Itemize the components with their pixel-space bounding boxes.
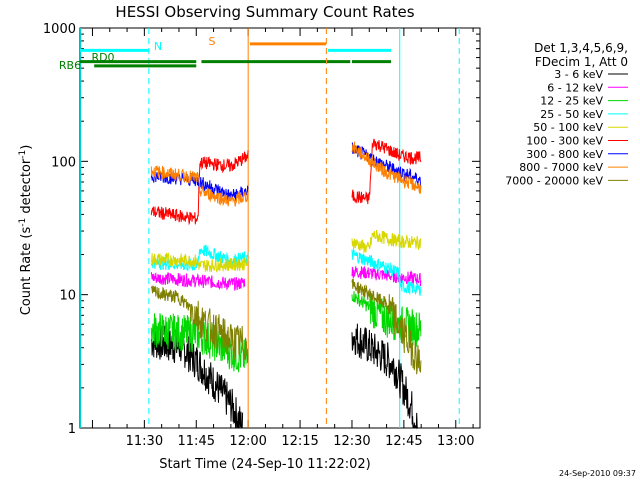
footer-timestamp: 24-Sep-2010 09:37 bbox=[559, 469, 636, 478]
x-axis-label: Start Time (24-Sep-10 11:22:02) bbox=[159, 457, 370, 472]
legend-label: 3 - 6 keV bbox=[554, 68, 603, 81]
legend-label: 25 - 50 keV bbox=[540, 108, 603, 121]
flag-label: S bbox=[209, 35, 216, 48]
series-line-4 bbox=[150, 252, 249, 273]
x-tick-label: 11:30 bbox=[126, 434, 163, 449]
series-line-8 bbox=[150, 285, 249, 364]
series-line-5 bbox=[150, 150, 249, 226]
legend-label: 800 - 7000 keV bbox=[519, 161, 603, 174]
legend-label: 6 - 12 keV bbox=[547, 81, 603, 94]
series-line-0 bbox=[351, 323, 419, 430]
x-tick-label: 13:00 bbox=[437, 434, 474, 449]
y-axis-label: Count Rate (s-1 detector-1) bbox=[18, 145, 34, 316]
flag-label: RB6 bbox=[59, 59, 81, 72]
flag-label: RD0 bbox=[91, 51, 114, 64]
legend-label: 7000 - 20000 keV bbox=[505, 174, 603, 187]
legend-label: 12 - 25 keV bbox=[540, 95, 603, 108]
legend-label: 300 - 800 keV bbox=[526, 148, 603, 161]
x-tick-label: 12:30 bbox=[333, 434, 370, 449]
plot-frame bbox=[79, 27, 481, 429]
legend: Det 1,3,4,5,6,9,FDecim 1, Att 03 - 6 keV… bbox=[505, 41, 628, 187]
series-line-5 bbox=[351, 138, 422, 205]
series-line-7 bbox=[351, 141, 422, 194]
series-line-6 bbox=[351, 142, 422, 188]
y-tick-label: 1 bbox=[68, 422, 76, 437]
series-line-4 bbox=[351, 229, 422, 253]
x-tick-label: 12:45 bbox=[385, 434, 422, 449]
legend-label: 100 - 300 keV bbox=[526, 135, 603, 148]
x-tick-label: 11:45 bbox=[178, 434, 215, 449]
series-line-7 bbox=[150, 165, 249, 207]
plot-area: 1 10 100 1000 11:30 11:45 12:00 12:15 12:30 12:45… bbox=[43, 22, 481, 449]
flag-label: N bbox=[154, 40, 162, 53]
x-tick-label: 12:15 bbox=[281, 434, 318, 449]
series-line-3 bbox=[351, 248, 422, 296]
y-tick-label: 1000 bbox=[43, 22, 76, 37]
y-tick-label: 100 bbox=[51, 155, 76, 170]
series-line-1 bbox=[150, 272, 246, 291]
legend-label: 50 - 100 keV bbox=[533, 121, 603, 134]
series-line-0 bbox=[150, 325, 244, 429]
legend-header: Det 1,3,4,5,6,9, bbox=[534, 41, 628, 55]
series-line-1 bbox=[351, 266, 422, 287]
y-tick-label: 10 bbox=[59, 289, 76, 304]
series-line-8 bbox=[351, 278, 422, 375]
legend-header: FDecim 1, Att 0 bbox=[535, 55, 628, 69]
x-tick-label: 12:00 bbox=[229, 434, 266, 449]
series-line-2 bbox=[150, 313, 249, 373]
chart-title: HESSI Observing Summary Count Rates bbox=[115, 3, 414, 21]
